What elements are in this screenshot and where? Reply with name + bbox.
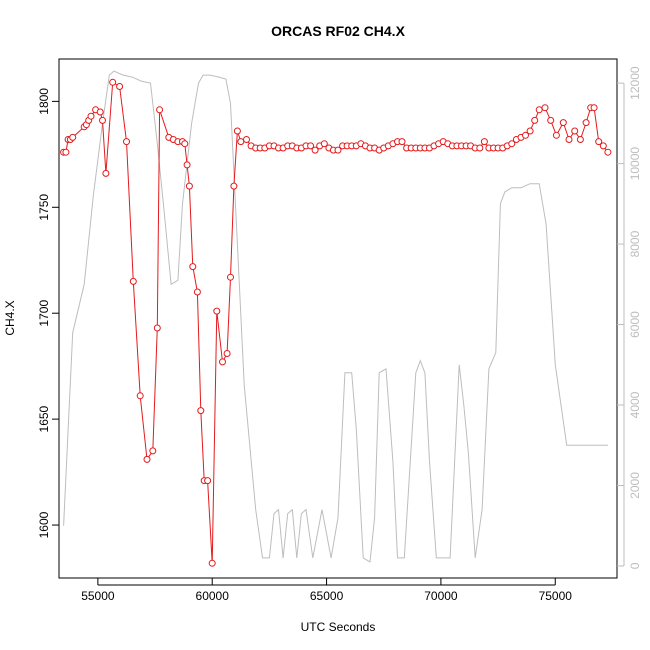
- ch4-point: [571, 127, 579, 135]
- ch4-point: [181, 140, 189, 148]
- altitude-line: [63, 70, 608, 563]
- plot-frame: [58, 58, 618, 579]
- ch4-point: [590, 104, 598, 112]
- ch4-point: [69, 133, 77, 141]
- ch4-point: [535, 106, 543, 114]
- y2-tick-label: 6000: [628, 311, 642, 338]
- x-tick-label: 65000: [310, 589, 344, 603]
- ch4-point: [334, 146, 342, 154]
- ch4-point: [213, 307, 221, 315]
- ch4-point: [565, 136, 573, 143]
- ch4-point: [99, 116, 106, 124]
- y-tick-label: 1750: [37, 194, 51, 221]
- ch4-point: [223, 350, 231, 357]
- y2-tick-label: 10000: [628, 147, 642, 181]
- ch4-point: [197, 407, 205, 415]
- ch4-point: [522, 131, 529, 139]
- x-tick-label: 70000: [424, 589, 458, 603]
- ch4-point: [547, 116, 555, 124]
- ch4-point: [143, 455, 151, 463]
- ch4-point: [156, 106, 164, 114]
- ch4-point: [102, 169, 110, 177]
- ch4-point: [582, 119, 590, 127]
- ch4-point: [233, 127, 241, 135]
- ch4-point: [87, 112, 95, 120]
- y-axis-right: 0 2000 4000 6000 8000 10000 12000: [617, 66, 642, 569]
- ch4-point: [123, 138, 130, 146]
- ch4-point: [129, 277, 137, 285]
- ch4-point: [480, 138, 488, 146]
- ch4-point: [599, 142, 607, 150]
- ch4-point: [531, 116, 539, 124]
- ch4-point: [526, 127, 534, 135]
- y-axis-left: 1600 1650 1700 1750 1800: [37, 88, 59, 538]
- ch4-point: [116, 83, 124, 90]
- ch4-point: [243, 136, 250, 143]
- y-tick-label: 1600: [37, 511, 51, 538]
- ch4-point: [559, 119, 567, 127]
- y2-tick-label: 2000: [628, 472, 642, 499]
- ch4-point: [96, 108, 104, 116]
- y2-tick-label: 8000: [628, 230, 642, 257]
- ch4-point: [149, 447, 157, 455]
- y-tick-label: 1700: [37, 300, 51, 327]
- ch4-point: [189, 263, 197, 271]
- y2-tick-label: 0: [628, 562, 642, 569]
- ch4-point: [153, 324, 161, 332]
- chart-title: ORCAS RF02 CH4.X: [271, 23, 405, 39]
- ch4-point: [204, 477, 212, 485]
- y-axis-label: CH4.X: [3, 300, 17, 335]
- y2-tick-label: 4000: [628, 391, 642, 418]
- ch4-point: [552, 131, 560, 139]
- x-axis-label: UTC Seconds: [301, 620, 376, 634]
- ch4-point: [227, 273, 234, 281]
- ch4-point: [311, 146, 319, 154]
- ch4-point: [307, 142, 315, 150]
- ch4-point: [109, 78, 117, 86]
- series-ch4: [60, 78, 612, 567]
- ch4-point: [219, 358, 226, 366]
- ch4-point: [508, 140, 516, 148]
- ch4-point: [476, 144, 484, 152]
- ch4-point: [320, 140, 328, 148]
- ch4-point: [237, 138, 245, 146]
- y-tick-label: 1800: [37, 88, 51, 115]
- ch4-point: [595, 138, 603, 146]
- x-tick-label: 60000: [196, 589, 230, 603]
- ch4-point: [398, 138, 406, 146]
- ch4-line: [63, 81, 609, 564]
- x-tick-label: 55000: [81, 589, 115, 603]
- ch4-point: [136, 392, 144, 400]
- series-altitude: [63, 70, 608, 563]
- x-tick-label: 75000: [539, 589, 573, 603]
- ch4-point: [62, 148, 70, 156]
- y-tick-label: 1650: [37, 405, 51, 432]
- ch4-point: [230, 182, 238, 190]
- ch4-point: [604, 148, 612, 156]
- x-axis: 55000 60000 65000 70000 75000: [81, 578, 572, 603]
- ch4-point: [193, 288, 201, 296]
- ch4-point: [576, 136, 584, 143]
- ch4-point: [185, 182, 193, 190]
- ch4-point: [208, 559, 216, 567]
- y2-tick-label: 12000: [628, 66, 642, 100]
- ch4-point: [183, 161, 191, 169]
- ch4-point: [541, 104, 549, 112]
